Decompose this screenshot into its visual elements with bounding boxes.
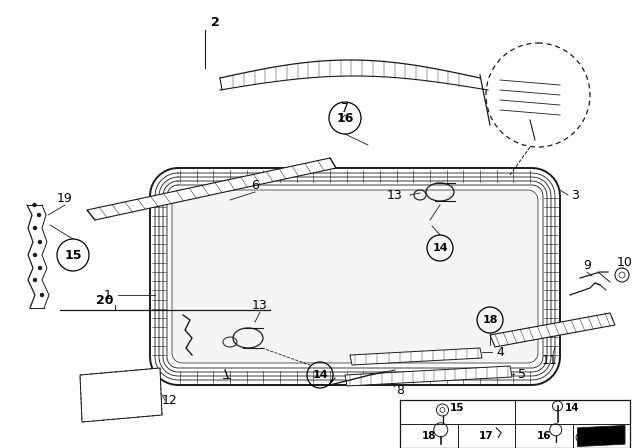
Text: 19: 19 [57,191,73,204]
Polygon shape [172,190,538,363]
Text: 4: 4 [496,345,504,358]
Text: 3: 3 [571,189,579,202]
Text: 10: 10 [617,255,633,268]
Circle shape [38,240,42,244]
Text: 00257524: 00257524 [574,434,620,443]
Text: 14: 14 [565,403,580,413]
Text: 20: 20 [96,293,114,306]
Polygon shape [577,426,625,447]
Text: 1: 1 [104,289,112,302]
Text: 8: 8 [396,383,404,396]
Circle shape [40,293,44,297]
Polygon shape [490,313,615,347]
Circle shape [33,203,36,207]
Text: 5: 5 [518,367,526,380]
Circle shape [33,226,37,230]
Circle shape [38,266,42,270]
Circle shape [33,253,37,257]
Polygon shape [350,348,482,365]
Text: 16: 16 [336,112,354,125]
Text: 18: 18 [483,315,498,325]
Polygon shape [80,368,162,422]
Text: 16: 16 [536,431,551,441]
Text: 7: 7 [341,102,349,115]
Text: 15: 15 [451,403,465,413]
Text: 2: 2 [211,16,220,29]
Circle shape [37,213,41,217]
Text: 13: 13 [387,189,403,202]
Text: 9: 9 [583,258,591,271]
Text: 12: 12 [162,393,178,406]
Text: 13: 13 [252,298,268,311]
Circle shape [33,278,37,282]
Text: 11: 11 [542,353,558,366]
Text: 6: 6 [251,178,259,191]
Polygon shape [345,366,512,386]
Text: 15: 15 [64,249,82,262]
Text: 17: 17 [479,431,493,441]
Polygon shape [87,158,336,220]
Text: 14: 14 [312,370,328,380]
Text: 18: 18 [422,431,436,441]
Text: 14: 14 [432,243,448,253]
